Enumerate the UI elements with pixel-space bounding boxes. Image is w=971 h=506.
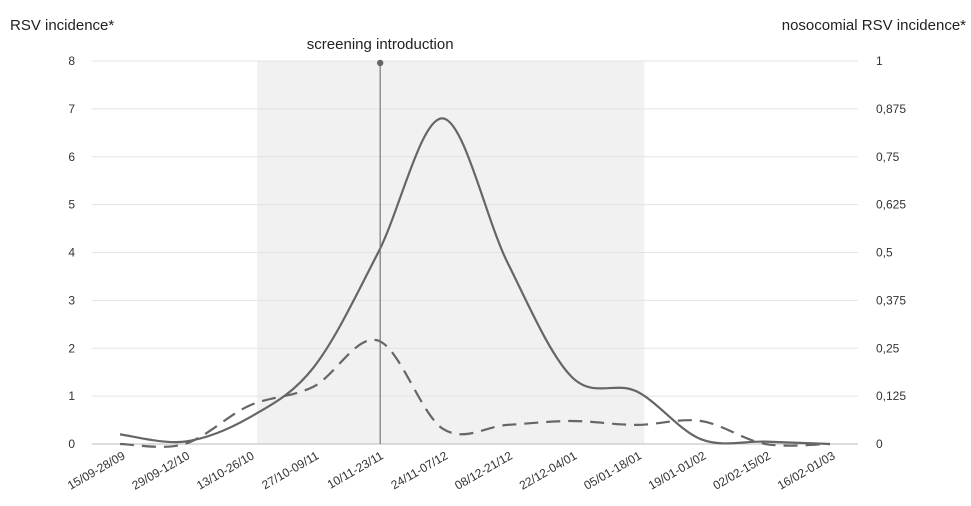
- x-tick-label: 10/11-23/11: [325, 448, 386, 491]
- y-left-tick-label: 3: [68, 293, 75, 307]
- x-tick-label: 08/12-21/12: [452, 448, 515, 492]
- y-left-tick-label: 2: [68, 341, 75, 355]
- x-tick-label: 02/02-15/02: [710, 448, 773, 492]
- y-left-tick-label: 6: [68, 150, 75, 164]
- x-tick-label: 19/01-01/02: [646, 448, 709, 492]
- y-right-tick-label: 0,25: [876, 341, 900, 355]
- y-right-tick-label: 0,5: [876, 246, 893, 260]
- y-right-tick-label: 0,625: [876, 198, 906, 212]
- y-left-tick-label: 8: [68, 54, 75, 68]
- y-left-tick-label: 7: [68, 102, 75, 116]
- screening-marker-dot: [377, 60, 383, 66]
- y-left-tick-label: 1: [68, 389, 75, 403]
- y-right-tick-label: 0,375: [876, 293, 906, 307]
- x-tick-label: 16/02-01/03: [775, 448, 838, 492]
- y-left-tick-label: 0: [68, 437, 75, 451]
- screening-annotation: screening introduction: [307, 36, 454, 53]
- x-tick-label: 15/09-28/09: [65, 448, 128, 492]
- x-tick-label: 05/01-18/01: [581, 448, 644, 492]
- y-right-tick-label: 0,125: [876, 389, 906, 403]
- x-tick-label: 24/11-07/12: [389, 448, 451, 492]
- y-right-tick-label: 0,875: [876, 102, 906, 116]
- x-tick-label: 22/12-04/01: [517, 448, 580, 492]
- y-left-axis-title: RSV incidence*: [10, 17, 114, 34]
- y-right-tick-label: 0: [876, 437, 883, 451]
- x-tick-label: 29/09-12/10: [130, 448, 193, 492]
- y-right-axis-title: nosocomial RSV incidence*: [782, 17, 966, 34]
- x-tick-label: 13/10-26/10: [194, 448, 257, 492]
- y-left-tick-label: 4: [68, 246, 75, 260]
- x-tick-label: 27/10-09/11: [259, 448, 321, 492]
- y-right-tick-label: 0,75: [876, 150, 900, 164]
- y-left-tick-label: 5: [68, 198, 75, 212]
- y-right-tick-label: 1: [876, 54, 883, 68]
